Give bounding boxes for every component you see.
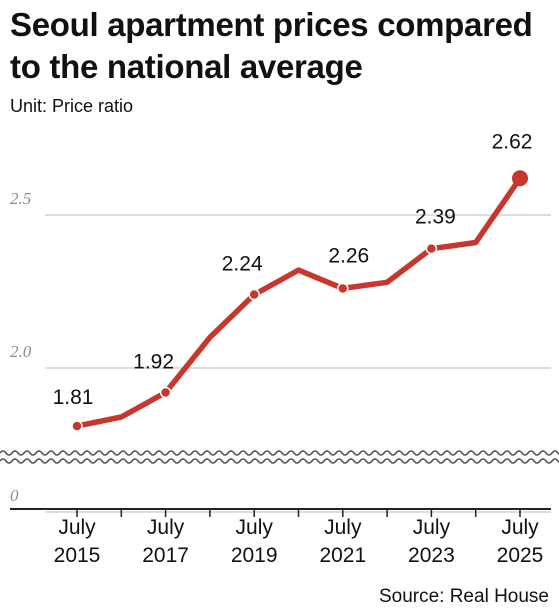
x-tick-label: 2021 xyxy=(319,544,366,567)
y-axis-labels: 2.5 2.0 0 xyxy=(10,189,32,505)
x-tick-label: July xyxy=(236,516,274,539)
y-tick-label: 0 xyxy=(10,486,19,505)
data-label: 2.26 xyxy=(328,244,369,267)
x-tick-label: July xyxy=(147,516,185,539)
data-point xyxy=(71,420,83,432)
x-tick-label: July xyxy=(324,516,362,539)
x-tick-label: July xyxy=(58,516,96,539)
data-label: 2.62 xyxy=(492,130,533,153)
unit-label: Unit: Price ratio xyxy=(10,96,134,116)
source-note: Source: Real House xyxy=(378,586,549,607)
chart-title: Seoul apartment prices compared to the n… xyxy=(10,6,533,85)
axis-break xyxy=(0,450,559,464)
x-tick-label: July xyxy=(413,516,451,539)
x-tick-label: 2025 xyxy=(497,544,544,567)
data-labels: 1.81 1.92 2.24 2.26 2.39 2.62 xyxy=(53,130,533,409)
data-point xyxy=(159,386,172,399)
data-point xyxy=(337,282,349,295)
x-tick-label: 2017 xyxy=(142,544,189,567)
data-label: 1.92 xyxy=(133,350,174,373)
y-tick-label: 2.5 xyxy=(10,189,31,208)
data-point xyxy=(512,170,528,187)
x-tick-label: 2015 xyxy=(54,544,101,567)
x-tick-label: 2019 xyxy=(231,544,278,567)
gridlines xyxy=(45,214,551,513)
x-tick-label: 2023 xyxy=(408,544,455,567)
x-tick-label: July xyxy=(501,516,539,539)
data-label: 1.81 xyxy=(53,386,94,409)
data-label: 2.24 xyxy=(222,253,263,276)
break-line xyxy=(0,458,559,464)
break-line xyxy=(0,450,559,456)
data-point xyxy=(425,242,438,255)
y-tick-label: 2.0 xyxy=(10,342,32,361)
data-point xyxy=(248,288,260,301)
series-line xyxy=(74,175,523,429)
data-label: 2.39 xyxy=(415,206,456,229)
x-axis: July 2015 July 2017 July 2019 July 2021 July 2023… xyxy=(10,508,551,567)
data-series xyxy=(71,170,528,432)
